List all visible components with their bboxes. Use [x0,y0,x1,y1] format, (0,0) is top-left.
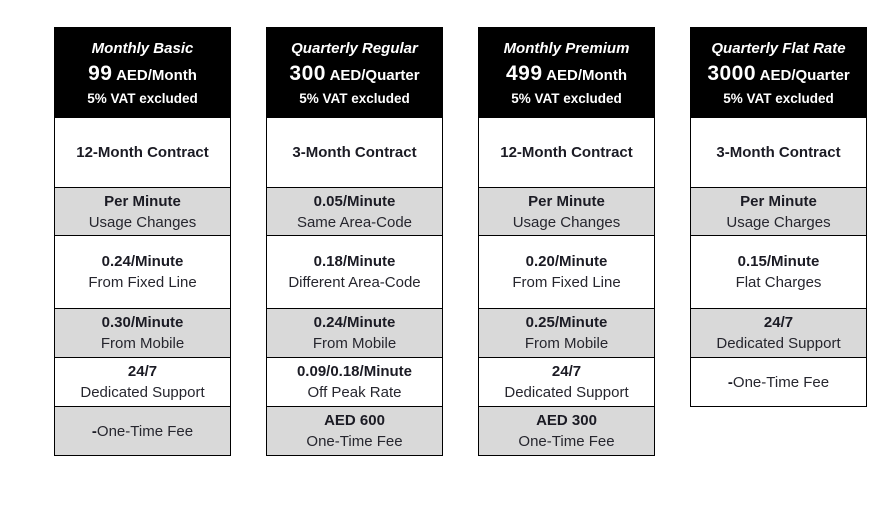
row-label: One-Time Fee [96,422,194,440]
row-label: Different Area-Code [288,274,421,291]
row-label: One-Time Fee [732,373,830,391]
contract-text: 3-Month Contract [716,144,841,161]
row-label: Flat Charges [735,274,822,291]
row-label: From Mobile [312,335,397,352]
row-label: Usage Changes [88,213,197,231]
row-value: - [91,422,97,440]
row-value: 0.24/Minute [101,253,184,270]
table-row: AED 300 One-Time Fee [478,406,655,456]
plan-header: Monthly Basic 99 AED/Month 5% VAT exclud… [54,27,231,118]
plan-column-quarterly-flat-rate: Quarterly Flat Rate 3000 AED/Quarter 5% … [690,27,867,407]
plan-price: 300 AED/Quarter [289,61,419,89]
plan-price: 499 AED/Month [506,61,627,89]
row-label: From Mobile [524,335,609,352]
contract-row: 12-Month Contract [478,117,655,188]
vat-note: 5% VAT excluded [87,90,198,106]
plan-price: 3000 AED/Quarter [707,61,849,89]
contract-row: 3-Month Contract [266,117,443,188]
row-label: Dedicated Support [716,335,841,352]
row-value: 24/7 [127,363,158,380]
table-row: 24/7 Dedicated Support [690,308,867,358]
contract-row: 3-Month Contract [690,117,867,188]
row-value: 24/7 [551,363,582,380]
row-value: Per Minute [740,192,817,210]
table-row: Per Minute Usage Changes [54,187,231,236]
row-label: From Fixed Line [88,274,197,291]
table-row: 0.25/Minute From Mobile [478,308,655,358]
row-value: 24/7 [763,314,794,331]
price-unit: AED/Quarter [329,66,420,84]
price-amount: 3000 [707,61,757,85]
plan-title: Quarterly Regular [291,39,418,57]
plan-header: Monthly Premium 499 AED/Month 5% VAT exc… [478,27,655,118]
plan-header: Quarterly Flat Rate 3000 AED/Quarter 5% … [690,27,867,118]
row-value: 0.25/Minute [525,314,608,331]
row-label: One-Time Fee [306,433,403,450]
row-label: One-Time Fee [518,433,615,450]
table-row: 0.09/0.18/Minute Off Peak Rate [266,357,443,407]
plan-header: Quarterly Regular 300 AED/Quarter 5% VAT… [266,27,443,118]
row-value: 0.30/Minute [101,314,184,331]
plan-column-quarterly-regular: Quarterly Regular 300 AED/Quarter 5% VAT… [266,27,443,456]
price-amount: 499 [506,61,543,85]
plan-title: Quarterly Flat Rate [711,39,846,57]
row-value: 0.09/0.18/Minute [296,363,413,380]
row-value: 0.05/Minute [313,192,396,210]
row-label: Dedicated Support [504,384,629,401]
row-value: 0.24/Minute [313,314,396,331]
row-value: AED 600 [324,412,385,429]
plan-column-monthly-premium: Monthly Premium 499 AED/Month 5% VAT exc… [478,27,655,456]
vat-note: 5% VAT excluded [299,90,410,106]
plan-title: Monthly Basic [91,39,194,57]
plan-title: Monthly Premium [503,39,630,57]
table-row: 0.05/Minute Same Area-Code [266,187,443,236]
contract-text: 12-Month Contract [76,144,209,161]
row-label: From Mobile [100,335,185,352]
price-amount: 99 [88,61,113,85]
table-row: 0.20/Minute From Fixed Line [478,235,655,309]
plan-column-monthly-basic: Monthly Basic 99 AED/Month 5% VAT exclud… [54,27,231,456]
table-row: AED 600 One-Time Fee [266,406,443,456]
table-row: Per Minute Usage Changes [478,187,655,236]
table-row: -One-Time Fee [54,406,231,456]
row-inline-text: -One-Time Fee [728,372,829,393]
table-row: 24/7 Dedicated Support [54,357,231,407]
contract-text: 3-Month Contract [292,144,417,161]
row-value: 0.15/Minute [737,253,820,270]
price-amount: 300 [289,61,326,85]
row-value: AED 300 [536,412,597,429]
row-label: Off Peak Rate [307,384,402,401]
price-unit: AED/Quarter [759,66,850,84]
table-row: Per Minute Usage Charges [690,187,867,236]
contract-text: 12-Month Contract [500,144,633,161]
price-unit: AED/Month [116,66,197,84]
table-row: 0.18/Minute Different Area-Code [266,235,443,309]
plan-price: 99 AED/Month [88,61,197,89]
row-value: 0.20/Minute [525,253,608,270]
table-row: 0.15/Minute Flat Charges [690,235,867,309]
contract-row: 12-Month Contract [54,117,231,188]
row-inline-text: -One-Time Fee [92,421,193,442]
table-row: 0.24/Minute From Fixed Line [54,235,231,309]
row-label: Usage Charges [726,213,831,231]
row-value: Per Minute [528,192,605,210]
table-row: -One-Time Fee [690,357,867,407]
table-row: 0.30/Minute From Mobile [54,308,231,358]
row-label: Same Area-Code [296,213,413,231]
row-value: Per Minute [104,192,181,210]
table-row: 0.24/Minute From Mobile [266,308,443,358]
row-value: - [727,373,733,391]
table-row: 24/7 Dedicated Support [478,357,655,407]
row-label: Usage Changes [512,213,621,231]
row-label: Dedicated Support [80,384,205,401]
pricing-board: Monthly Basic 99 AED/Month 5% VAT exclud… [54,27,867,456]
vat-note: 5% VAT excluded [723,90,834,106]
price-unit: AED/Month [546,66,627,84]
row-value: 0.18/Minute [313,253,396,270]
row-label: From Fixed Line [512,274,621,291]
vat-note: 5% VAT excluded [511,90,622,106]
